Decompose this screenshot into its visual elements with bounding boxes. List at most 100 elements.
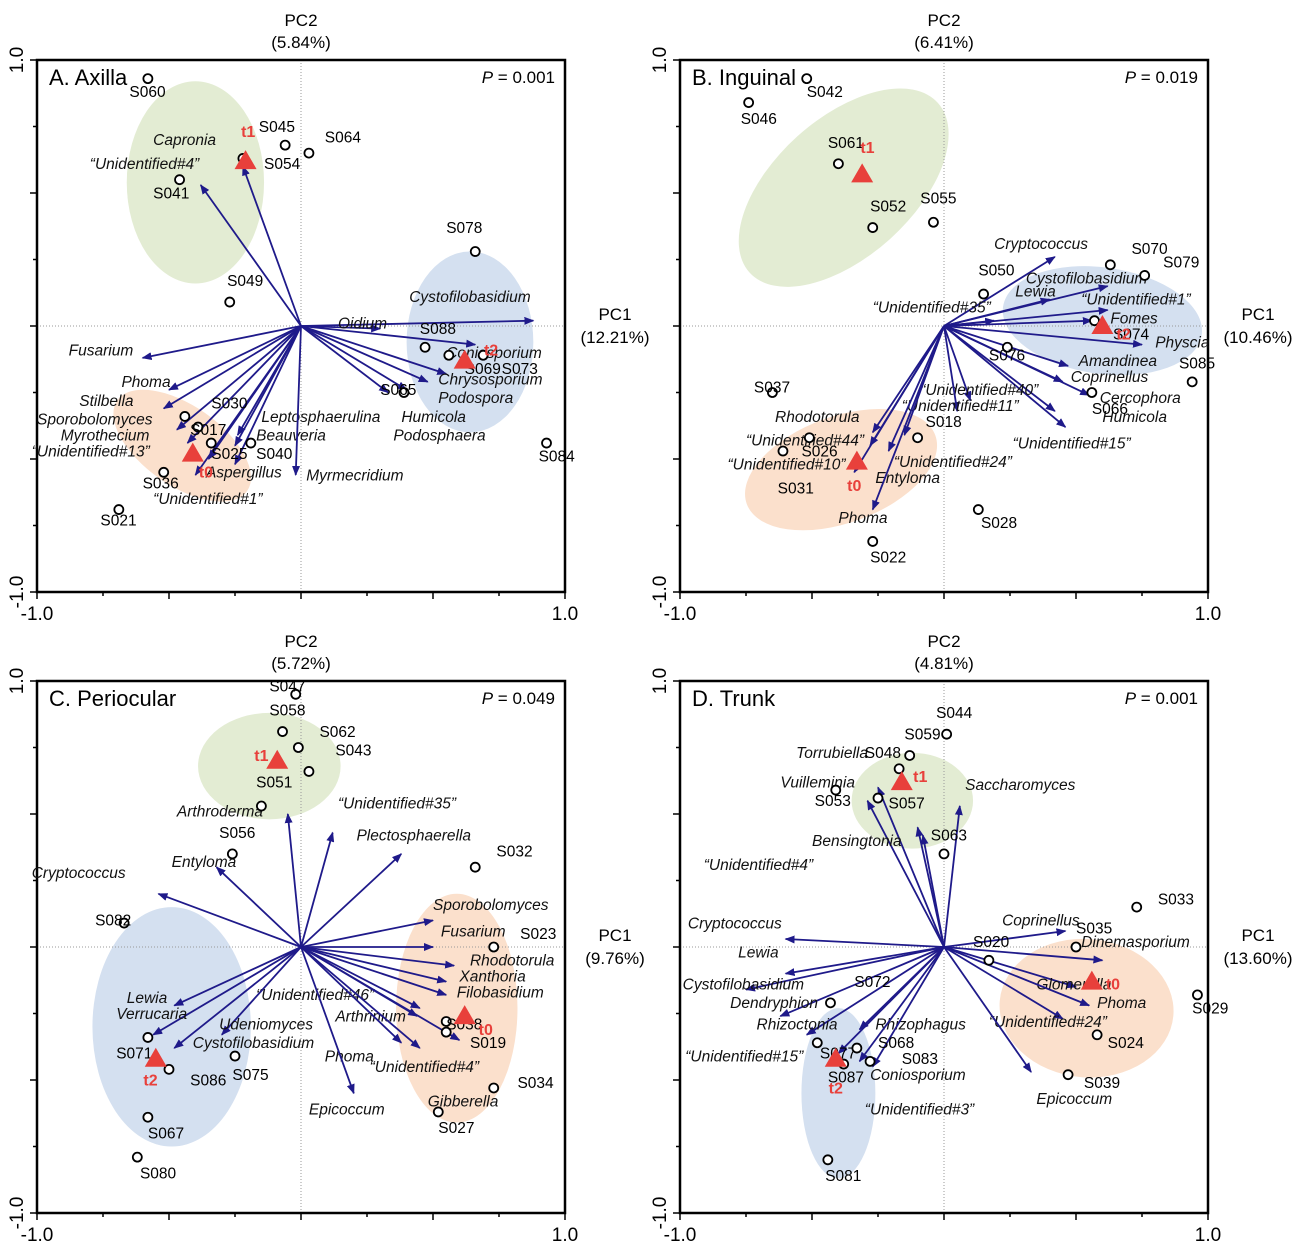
sample-point — [432, 1106, 444, 1118]
species-label: “Unidentified#24” — [989, 1014, 1108, 1031]
y-tick-label-min: -1.0 — [7, 576, 28, 609]
sample-label: S034 — [517, 1075, 554, 1092]
sample-label: S051 — [256, 774, 292, 791]
species-label: Amandinea — [1078, 353, 1158, 370]
sample-point — [972, 504, 984, 515]
species-label: Vuilleminia — [780, 774, 855, 791]
centroid-label: t0 — [479, 1022, 493, 1039]
y-axis-variance: (4.81%) — [914, 654, 974, 673]
species-label: Phoma — [325, 1048, 374, 1065]
sample-point — [255, 800, 267, 812]
centroid-label: t1 — [913, 769, 927, 786]
sample-label: S056 — [219, 825, 255, 842]
species-label: “Unidentified#4” — [370, 1059, 480, 1076]
species-arrow — [943, 256, 1056, 327]
sample-point — [303, 147, 315, 159]
species-label: “Unidentified#1” — [153, 491, 263, 508]
sample-point — [1086, 387, 1098, 398]
species-arrow — [300, 325, 477, 348]
species-arrow — [300, 946, 448, 996]
sample-label: S084 — [539, 449, 576, 466]
centroid-label: t0 — [199, 465, 213, 482]
species-label: Coniosporium — [870, 1067, 966, 1084]
species-arrow — [943, 946, 1104, 964]
sample-label: S047 — [269, 679, 305, 696]
sample-label: S070 — [1131, 241, 1168, 258]
y-axis-variance: (5.72%) — [271, 654, 331, 673]
species-arrow — [784, 946, 945, 977]
x-tick-label-min: -1.0 — [21, 604, 54, 625]
species-label: Beauveria — [256, 427, 326, 444]
sample-label: S049 — [227, 273, 263, 290]
y-tick-label-min: -1.0 — [650, 1197, 671, 1230]
sample-point — [419, 341, 431, 353]
sample-point — [1192, 989, 1203, 1001]
p-value: = 0.049 — [498, 689, 555, 708]
panel-title: C. Periocular — [49, 686, 176, 711]
species-arrow — [887, 325, 945, 452]
p-value-label: P = 0.049 — [482, 689, 555, 708]
sample-label: S033 — [1158, 891, 1194, 908]
sample-point — [440, 1026, 452, 1038]
species-arrow — [300, 946, 403, 1044]
species-label: Cystofilobasidium — [1026, 270, 1148, 287]
sample-label: S037 — [754, 380, 790, 397]
sample-point — [777, 445, 789, 457]
species-vectors: Capronia “Unidentified#4” Cystofilobasidiu… — [32, 132, 543, 508]
species-label: Cryptococcus — [688, 915, 782, 932]
sample-label: S025 — [211, 446, 247, 463]
x-axis-variance: (13.60%) — [1224, 949, 1293, 968]
sample-point — [113, 504, 125, 515]
centroid-label: t2 — [1116, 326, 1130, 343]
sample-label: S018 — [926, 414, 962, 431]
sample-label: S021 — [100, 513, 136, 530]
species-arrow — [943, 946, 1091, 1007]
x-tick-label-min: -1.0 — [664, 1225, 697, 1246]
y-axis-label: PC2 — [927, 11, 960, 30]
x-tick-label-min: -1.0 — [21, 1225, 54, 1246]
time-centroids: t1 t0 t2 — [824, 769, 1120, 1097]
centroid-label: t2 — [829, 1080, 843, 1097]
species-label: Udeniomyces — [219, 1016, 313, 1033]
group-ellipse-2 — [113, 389, 251, 502]
x-axis-label: PC1 — [598, 305, 631, 324]
sample-point — [541, 437, 552, 449]
sample-point — [830, 784, 842, 796]
species-label: Physcia — [1155, 334, 1210, 351]
p-value-label: P = 0.019 — [1125, 68, 1198, 87]
sample-label: S067 — [148, 1126, 184, 1143]
species-arrow — [300, 853, 403, 948]
species-vectors: “Unidentified#35” Arthroderma Plectosphaer… — [32, 796, 555, 1119]
species-label: Myrmecridium — [306, 467, 403, 484]
species-arrow — [943, 325, 1056, 412]
sample-label: S060 — [129, 84, 166, 101]
sample-point — [179, 411, 191, 422]
p-symbol: P — [1125, 68, 1137, 87]
centroid-triangle — [890, 771, 913, 791]
centroid-label: t0 — [1106, 977, 1120, 994]
sample-label: S031 — [778, 481, 814, 498]
sample-point — [978, 288, 989, 300]
centroid-triangle — [453, 1005, 476, 1025]
sample-label: S073 — [502, 361, 538, 378]
sample-point — [277, 726, 288, 737]
species-label: Cryptococcus — [32, 865, 126, 882]
species-label: Sporobolomyces — [37, 411, 153, 428]
sample-point — [292, 742, 304, 753]
centroid-triangle — [1080, 970, 1103, 990]
species-vectors: Torrubiella Vuilleminia Saccharomyces Bensi… — [683, 745, 1190, 1118]
sample-label: S042 — [807, 84, 843, 101]
p-value-label: P = 0.001 — [1125, 689, 1198, 708]
species-label: “Unidentified#10” — [728, 457, 847, 474]
sample-point — [867, 222, 879, 233]
species-arrow — [234, 325, 302, 447]
sample-label: S078 — [446, 220, 482, 237]
sample-point — [224, 296, 236, 308]
x-tick-label-max: 1.0 — [1195, 1225, 1221, 1246]
species-arrow — [300, 946, 355, 1095]
species-label: “Unidentified#35” — [873, 300, 992, 317]
species-label: Coprinellus — [1002, 913, 1080, 930]
species-label: “Unidentified#35” — [338, 796, 457, 813]
group-ellipse-3 — [92, 907, 251, 1147]
species-label: Cercophora — [1100, 390, 1181, 407]
